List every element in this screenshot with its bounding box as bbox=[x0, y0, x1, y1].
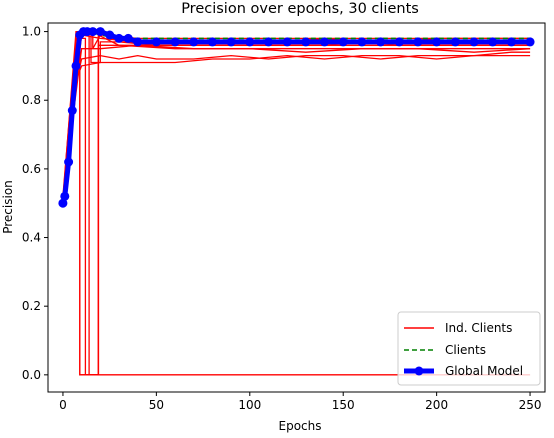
x-axis-label: Epochs bbox=[279, 419, 322, 433]
y-tick-label: 1.0 bbox=[22, 25, 41, 39]
global-model-point bbox=[123, 33, 133, 43]
legend-label-clients: Clients bbox=[445, 343, 486, 357]
x-tick-label: 100 bbox=[238, 398, 261, 412]
global-model-point bbox=[58, 198, 68, 208]
x-tick-label: 250 bbox=[519, 398, 542, 412]
legend-label-ind-clients: Ind. Clients bbox=[445, 321, 512, 335]
global-model-point bbox=[264, 37, 273, 47]
global-model-point bbox=[245, 37, 255, 47]
global-model-point bbox=[525, 37, 535, 47]
global-model-point bbox=[133, 37, 143, 47]
global-model-point bbox=[170, 37, 180, 47]
global-model-point bbox=[320, 37, 329, 47]
ind-client-line bbox=[62, 30, 531, 376]
global-model-point bbox=[450, 37, 460, 47]
global-model-point bbox=[226, 37, 236, 47]
global-model-point bbox=[105, 30, 115, 40]
ind-client-line bbox=[62, 33, 531, 376]
global-model-point bbox=[338, 37, 348, 47]
y-tick-label: 0.8 bbox=[22, 93, 41, 107]
global-model-point bbox=[376, 37, 386, 47]
x-axis: 0 50 100 150 200 250 bbox=[59, 392, 542, 412]
x-tick-label: 50 bbox=[149, 398, 164, 412]
global-model-point bbox=[506, 37, 516, 47]
global-model-point bbox=[189, 37, 199, 47]
y-tick-label: 0.0 bbox=[22, 368, 41, 382]
plot-frame bbox=[47, 22, 546, 393]
x-tick-label: 0 bbox=[59, 398, 67, 412]
global-model-point bbox=[282, 37, 292, 47]
global-model-point bbox=[207, 37, 217, 47]
y-tick-label: 0.2 bbox=[22, 299, 41, 313]
global-model-point bbox=[413, 37, 423, 47]
global-model-point bbox=[357, 37, 367, 47]
global-model-point bbox=[64, 157, 74, 167]
global-model-point bbox=[394, 37, 404, 47]
global-model-point bbox=[88, 27, 98, 37]
global-model-point bbox=[67, 106, 77, 115]
ind-client-line bbox=[62, 54, 531, 204]
global-model-point bbox=[432, 37, 442, 47]
global-model-point bbox=[71, 61, 81, 71]
y-tick-label: 0.6 bbox=[22, 162, 41, 176]
global-model-point bbox=[151, 37, 161, 47]
legend-label-global-model: Global Model bbox=[445, 364, 523, 378]
x-tick-label: 150 bbox=[332, 398, 355, 412]
y-axis-label: Precision bbox=[1, 180, 15, 234]
global-model-point bbox=[114, 33, 124, 43]
series-layer bbox=[58, 27, 535, 376]
global-model-point bbox=[301, 37, 311, 47]
global-model-point bbox=[488, 37, 498, 47]
y-axis: 0.0 0.2 0.4 0.6 0.8 1.0 bbox=[22, 25, 48, 382]
legend-marker-global-model bbox=[414, 366, 424, 376]
global-model-point bbox=[469, 37, 479, 47]
global-model-point bbox=[95, 27, 105, 37]
ind-client-line bbox=[62, 51, 531, 200]
chart-title: Precision over epochs, 30 clients bbox=[181, 1, 419, 17]
legend-box bbox=[397, 311, 541, 386]
global-model-point bbox=[60, 191, 70, 201]
legend: Ind. Clients Clients Global Model bbox=[397, 311, 541, 386]
ind-client-line bbox=[62, 34, 531, 204]
y-tick-label: 0.4 bbox=[22, 231, 41, 245]
ind-client-line bbox=[62, 41, 531, 197]
x-tick-label: 200 bbox=[425, 398, 448, 412]
